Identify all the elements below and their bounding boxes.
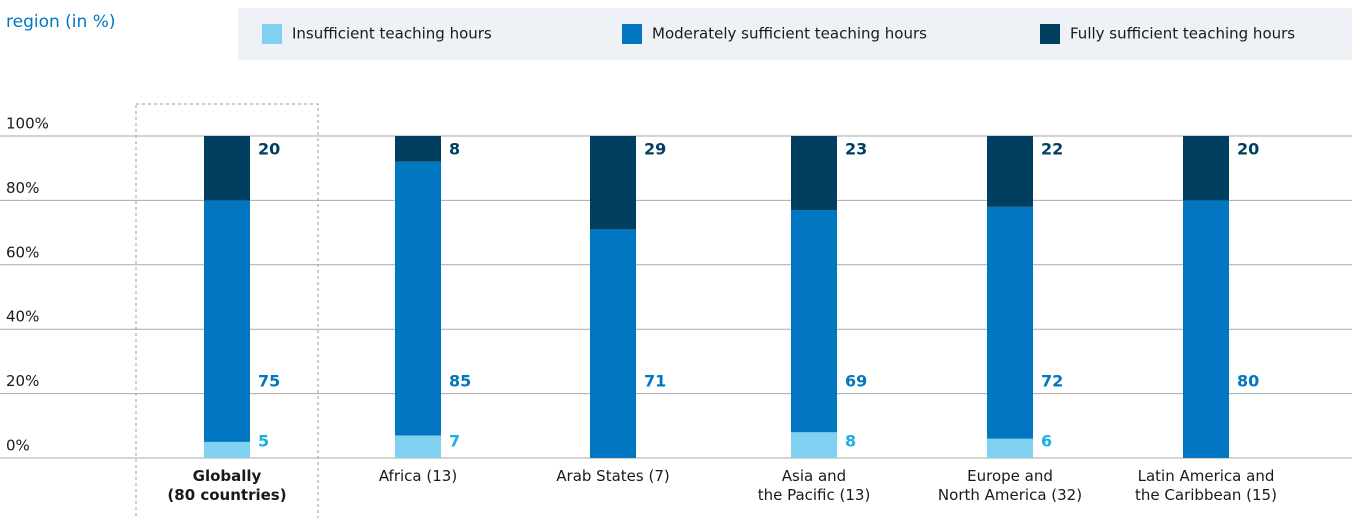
legend-swatch bbox=[262, 24, 282, 44]
bar-segment bbox=[204, 136, 250, 201]
bar-segment bbox=[987, 206, 1033, 439]
highlight-box bbox=[135, 103, 319, 518]
value-label: 6 bbox=[1041, 432, 1052, 451]
value-label: 23 bbox=[845, 140, 867, 159]
x-tick-label-line: Arab States (7) bbox=[556, 467, 669, 485]
legend-swatch bbox=[1040, 24, 1060, 44]
y-tick-label: 0% bbox=[6, 437, 30, 455]
value-label: 7 bbox=[449, 432, 460, 451]
y-tick-label: 80% bbox=[6, 179, 39, 197]
bar-segment bbox=[791, 210, 837, 433]
value-label: 72 bbox=[1041, 372, 1063, 391]
x-tick-label-line: North America (32) bbox=[938, 486, 1082, 504]
x-tick-label-line: Asia and bbox=[782, 467, 846, 485]
chart-title: region (in %) bbox=[6, 12, 116, 32]
bar-segment bbox=[1183, 136, 1229, 201]
bar-segment bbox=[791, 432, 837, 458]
bar-segment bbox=[204, 200, 250, 442]
value-label: 20 bbox=[258, 140, 280, 159]
bar-segment bbox=[987, 136, 1033, 207]
x-tick-label: Latin America and the Caribbean (15) bbox=[1135, 467, 1277, 504]
x-tick-label: Europe and North America (32) bbox=[938, 467, 1082, 504]
y-tick-label: 20% bbox=[6, 372, 39, 390]
x-tick-label-line: Latin America and bbox=[1138, 467, 1275, 485]
bar-segment bbox=[590, 229, 636, 458]
value-label: 69 bbox=[845, 372, 867, 391]
legend-label: Fully sufficient teaching hours bbox=[1070, 25, 1295, 43]
x-tick-label-line: (80 countries) bbox=[167, 486, 286, 504]
legend-label: Moderately sufficient teaching hours bbox=[652, 25, 927, 43]
value-label: 8 bbox=[845, 432, 856, 451]
x-tick-label: Asia and the Pacific (13) bbox=[758, 467, 871, 504]
value-label: 8 bbox=[449, 140, 460, 159]
value-label: 20 bbox=[1237, 140, 1259, 159]
value-label: 80 bbox=[1237, 372, 1259, 391]
y-tick-label: 60% bbox=[6, 243, 39, 261]
x-tick-label-line: Africa (13) bbox=[379, 467, 457, 485]
x-tick-label: Arab States (7) bbox=[556, 467, 669, 485]
bar-segment bbox=[395, 161, 441, 436]
x-tick-label: Globally (80 countries) bbox=[167, 467, 286, 504]
bar-segment bbox=[791, 136, 837, 211]
bar-segment bbox=[204, 441, 250, 458]
value-label: 85 bbox=[449, 372, 471, 391]
legend-box bbox=[238, 8, 1352, 60]
x-tick-label-line: the Pacific (13) bbox=[758, 486, 871, 504]
bar-segment bbox=[1183, 200, 1229, 458]
value-label: 22 bbox=[1041, 140, 1063, 159]
y-tick-label: 40% bbox=[6, 308, 39, 326]
bar-segment bbox=[987, 438, 1033, 458]
x-tick-label-line: Europe and bbox=[967, 467, 1053, 485]
value-label: 29 bbox=[644, 140, 666, 159]
bar-segment bbox=[395, 435, 441, 458]
x-tick-label-line: the Caribbean (15) bbox=[1135, 486, 1277, 504]
bar-segment bbox=[590, 136, 636, 230]
value-label: 75 bbox=[258, 372, 280, 391]
legend-label: Insufficient teaching hours bbox=[292, 25, 492, 43]
value-label: 5 bbox=[258, 432, 269, 451]
y-tick-label: 100% bbox=[6, 115, 49, 133]
value-label: 71 bbox=[644, 372, 666, 391]
x-tick-label: Africa (13) bbox=[379, 467, 457, 485]
legend-swatch bbox=[622, 24, 642, 44]
x-tick-label-line: Globally bbox=[193, 467, 262, 485]
bar-segment bbox=[395, 136, 441, 162]
